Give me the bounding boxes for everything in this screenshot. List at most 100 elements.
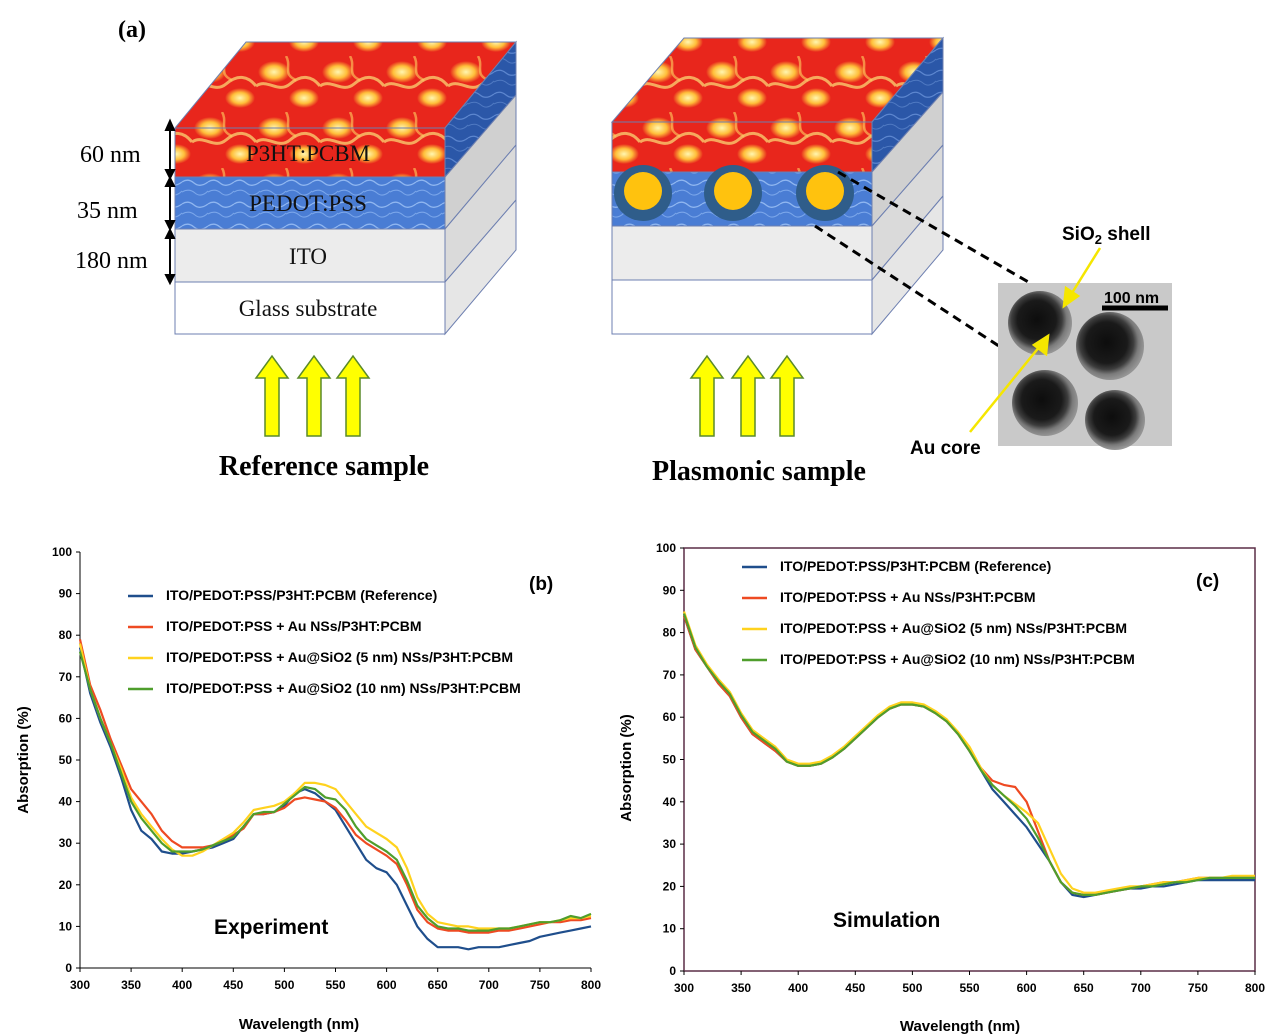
chart-c-ytick-label: 0 — [669, 964, 676, 978]
chart-b-ytick-label: 60 — [59, 711, 73, 725]
chart-c-xtick-label: 450 — [845, 981, 865, 995]
panel-a-label: (a) — [118, 17, 146, 43]
chart-b-ytick-label: 90 — [59, 587, 73, 601]
tem-scale-label: 100 nm — [1104, 290, 1159, 307]
chart-b-xtick-label: 300 — [70, 978, 90, 992]
chart-b-series-0-line — [78, 647, 592, 951]
chart-c-xtick-label: 700 — [1131, 981, 1151, 995]
chart-c-ytick-label: 80 — [663, 626, 677, 640]
chart-c-xtick-label: 600 — [1017, 981, 1037, 995]
chart-c-xtick-label: 300 — [674, 981, 694, 995]
chart-c-panel-label: (c) — [1196, 571, 1219, 592]
dim-ito: 180 nm — [75, 248, 148, 274]
chart-b-legend-label: ITO/PEDOT:PSS/P3HT:PCBM (Reference) — [166, 587, 437, 603]
dim-active: 60 nm — [80, 142, 141, 168]
chart-c-xtick-label: 750 — [1188, 981, 1208, 995]
pedot-layer-label: PEDOT:PSS — [249, 191, 367, 216]
chart-b-xtick-label: 400 — [172, 978, 192, 992]
chart-c-xlabel: Wavelength (nm) — [900, 1018, 1020, 1035]
chart-c-ytick-label: 10 — [663, 922, 677, 936]
chart-b-ytick-label: 80 — [59, 628, 73, 642]
chart-c-annotation: Simulation — [833, 909, 940, 932]
chart-b-panel-label: (b) — [529, 574, 553, 595]
chart-c-series-2-line — [682, 611, 1255, 894]
dim-pedot: 35 nm — [77, 198, 138, 224]
ito-layer-label: ITO — [289, 244, 327, 269]
chart-b-xlabel: Wavelength (nm) — [239, 1016, 359, 1033]
chart-c-ytick-label: 40 — [663, 795, 677, 809]
chart-c-xtick-label: 550 — [959, 981, 979, 995]
chart-b-annotation: Experiment — [214, 916, 328, 939]
plasmonic-light-arrows — [689, 354, 805, 437]
chart-c-xtick-label: 800 — [1245, 981, 1265, 995]
dashed-connector-upper — [837, 170, 1031, 285]
chart-b-xtick-label: 700 — [479, 978, 499, 992]
plasmonic-active-front — [611, 121, 873, 173]
chart-b-ylabel: Absorption (%) — [15, 706, 32, 813]
chart-experiment: 0 10 20 30 40 50 60 70 80 90 100 300 350 400 450 500 55… — [15, 545, 601, 1033]
chart-b-ytick-label: 40 — [59, 795, 73, 809]
dashed-connector-lower — [814, 224, 1006, 352]
chart-b-ytick-label: 100 — [52, 545, 72, 559]
chart-c-legend-label: ITO/PEDOT:PSS + Au@SiO2 (10 nm) NSs/P3HT… — [780, 651, 1135, 667]
ito-layer-front — [174, 228, 446, 283]
chart-b-ytick-label: 20 — [59, 878, 73, 892]
active-layer-label: P3HT:PCBM — [246, 141, 370, 166]
reference-caption: Reference sample — [219, 451, 429, 482]
chart-b-ytick-label: 10 — [59, 919, 73, 933]
chart-b-xtick-label: 500 — [274, 978, 294, 992]
chart-c-ytick-label: 30 — [663, 837, 677, 851]
chart-c-frame — [683, 547, 1256, 972]
tem-image: 100 nm — [998, 283, 1172, 450]
shell-label: SiO2 shell — [1062, 224, 1151, 247]
chart-b-xtick-label: 450 — [223, 978, 243, 992]
chart-b-xtick-label: 750 — [530, 978, 550, 992]
plasmonic-glass-front — [611, 279, 873, 335]
plasmonic-ito-front — [611, 225, 873, 281]
reference-light-arrows — [254, 354, 371, 437]
chart-b-legend: ITO/PEDOT:PSS/P3HT:PCBM (Reference) ITO/P… — [128, 587, 521, 696]
chart-b-ytick-label: 30 — [59, 836, 73, 850]
active-layer-front — [174, 127, 446, 178]
chart-c-series-3-line — [682, 613, 1255, 897]
chart-b-ytick-label: 70 — [59, 670, 73, 684]
thickness-markers — [164, 118, 176, 286]
chart-b-legend-label: ITO/PEDOT:PSS + Au@SiO2 (10 nm) NSs/P3HT… — [166, 680, 521, 696]
chart-b-legend-label: ITO/PEDOT:PSS + Au@SiO2 (5 nm) NSs/P3HT:… — [166, 649, 513, 665]
chart-b-xtick-label: 650 — [428, 978, 448, 992]
chart-b-xtick-label: 550 — [325, 978, 345, 992]
chart-b-xtick-label: 600 — [377, 978, 397, 992]
chart-c-legend-label: ITO/PEDOT:PSS/P3HT:PCBM (Reference) — [780, 558, 1051, 574]
chart-c-xtick-label: 400 — [788, 981, 808, 995]
tem-annotation-arrows — [969, 247, 1102, 433]
chart-c-ytick-label: 70 — [663, 668, 677, 682]
chart-c-ytick-label: 60 — [663, 710, 677, 724]
chart-c-xtick-label: 500 — [902, 981, 922, 995]
chart-c-ylabel: Absorption (%) — [618, 714, 635, 821]
glass-layer-front — [174, 281, 446, 335]
chart-simulation: 0 10 20 30 40 50 60 70 80 90 100 300 350 400 450 500 55… — [618, 541, 1265, 1035]
pedot-layer-front — [174, 176, 446, 230]
chart-c-ytick-label: 90 — [663, 583, 677, 597]
chart-c-ytick-label: 100 — [656, 541, 676, 555]
chart-c-legend-label: ITO/PEDOT:PSS + Au NSs/P3HT:PCBM — [780, 589, 1036, 605]
chart-b-series-1-line — [78, 639, 592, 934]
nanoparticles — [614, 165, 854, 221]
chart-b-ytick-label: 0 — [65, 961, 72, 975]
chart-c-ytick-label: 20 — [663, 879, 677, 893]
reference-stack: P3HT:PCBM PEDOT:PSS ITO Glass substrate — [173, 40, 518, 336]
chart-b-xtick-label: 350 — [121, 978, 141, 992]
core-label: Au core — [910, 438, 981, 459]
chart-b-legend-label: ITO/PEDOT:PSS + Au NSs/P3HT:PCBM — [166, 618, 422, 634]
chart-b-series-3-line — [78, 651, 592, 932]
chart-c-ytick-label: 50 — [663, 753, 677, 767]
plasmonic-stack — [610, 36, 1031, 352]
chart-c-xtick-label: 650 — [1074, 981, 1094, 995]
panel-a-schematic: (a) P3HT:PCBM PEDOT:PSS ITO Glass substr… — [75, 17, 1172, 487]
glass-layer-label: Glass substrate — [239, 296, 378, 321]
chart-b-ytick-label: 50 — [59, 753, 73, 767]
chart-b-xtick-label: 800 — [581, 978, 601, 992]
plasmonic-caption: Plasmonic sample — [652, 456, 866, 487]
chart-c-legend: ITO/PEDOT:PSS/P3HT:PCBM (Reference) ITO/P… — [742, 558, 1135, 667]
